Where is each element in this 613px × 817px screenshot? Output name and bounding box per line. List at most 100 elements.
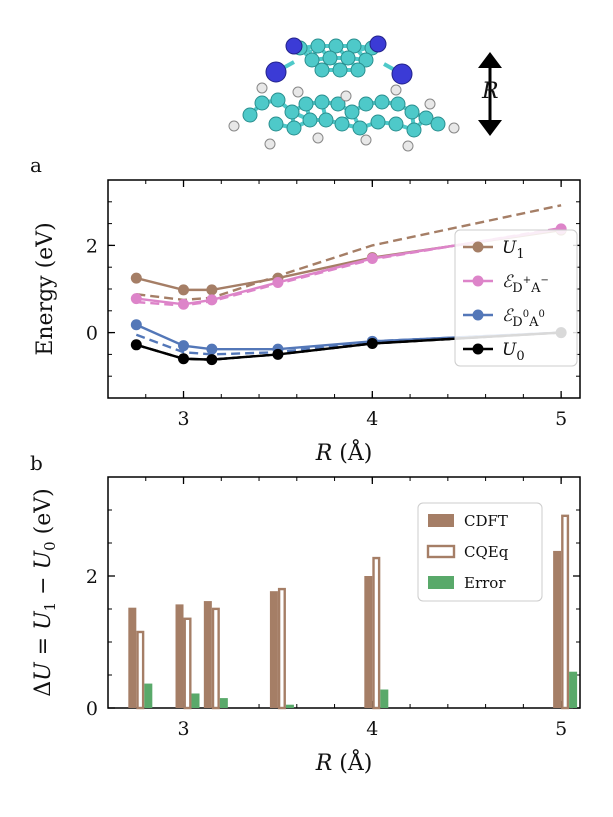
data-point	[178, 284, 190, 296]
molecule-illustration	[228, 35, 460, 152]
carbon-atom	[328, 38, 344, 54]
x-axis-label: R (Å)	[315, 438, 373, 466]
data-point	[130, 272, 142, 284]
carbon-atom	[350, 62, 366, 78]
legend-label: CQEq	[464, 543, 509, 561]
carbon-atom	[254, 95, 270, 111]
bar-cdft	[269, 591, 278, 708]
hydrogen-atom	[256, 82, 268, 94]
carbon-atom	[358, 52, 374, 68]
bar-error	[285, 704, 294, 708]
carbon-atom	[298, 96, 314, 112]
x-tick-label: 3	[177, 718, 189, 740]
hydrogen-atom	[264, 138, 276, 150]
carbon-atom	[302, 112, 318, 128]
data-point	[206, 354, 218, 366]
nitrogen-atom	[265, 61, 287, 83]
carbon-atom	[270, 92, 286, 108]
x-axis-label: R (Å)	[315, 748, 373, 776]
data-point	[366, 252, 378, 264]
hydrogen-atom	[292, 86, 304, 98]
carbon-atom	[304, 52, 320, 68]
carbon-atom	[390, 96, 406, 112]
bar-error	[569, 671, 578, 708]
panel-a-chart: 3 4 5 0 2 R (Å) Energy (eV) U1 ℰD+A− ℰD0A0 U0	[33, 179, 581, 466]
y-tick-label: 0	[86, 323, 98, 345]
carbon-atom	[430, 116, 446, 132]
legend-label: Error	[464, 574, 506, 592]
carbon-atom	[404, 104, 420, 120]
hydrogen-atom	[312, 132, 324, 144]
carbon-atom	[322, 50, 338, 66]
panel-b-label: b	[30, 451, 43, 475]
carbon-atom	[346, 38, 362, 54]
molecule-atoms	[228, 35, 460, 152]
series-line	[136, 227, 562, 306]
nitrogen-atom	[285, 37, 303, 55]
x-tick-label: 4	[366, 408, 378, 430]
nitrogen-atom	[369, 35, 387, 53]
carbon-atom	[284, 104, 300, 120]
data-point	[130, 293, 142, 305]
series-line	[135, 323, 562, 351]
hydrogen-atom	[360, 134, 372, 146]
data-point	[178, 353, 190, 365]
carbon-atom	[332, 62, 348, 78]
x-tick-label: 4	[366, 718, 378, 740]
data-point	[206, 294, 218, 306]
y-axis-label: Energy (eV)	[33, 222, 58, 355]
legend-label: CDFT	[464, 512, 508, 530]
legend-box	[454, 229, 578, 367]
carbon-atom	[352, 120, 368, 136]
carbon-atom	[358, 96, 374, 112]
bar-cqeq	[136, 630, 145, 710]
carbon-atom	[344, 104, 360, 120]
legend: CDFT CQEq Error	[417, 502, 543, 602]
legend-label: U0	[502, 340, 525, 364]
bar-cqeq	[183, 617, 192, 710]
bar-cqeq	[211, 607, 220, 710]
carbon-atom	[418, 110, 434, 126]
bar-error	[144, 683, 153, 708]
distance-arrow: R	[478, 52, 502, 136]
carbon-atom	[268, 116, 284, 132]
carbon-atom	[388, 116, 404, 132]
bar-cqeq	[372, 556, 381, 710]
data-point	[206, 284, 218, 296]
data-point	[366, 338, 378, 349]
data-point	[130, 339, 142, 351]
carbon-atom	[318, 112, 334, 128]
data-point	[178, 298, 190, 310]
legend: U1 ℰD+A− ℰD0A0 U0	[454, 229, 578, 367]
hydrogen-atom	[448, 122, 460, 134]
bar-cdft	[203, 601, 212, 708]
legend-swatch-marker	[472, 241, 484, 253]
hydrogen-atom	[402, 140, 414, 152]
bar-cdft	[364, 576, 373, 708]
legend-swatch	[428, 514, 454, 527]
hydrogen-atom	[390, 84, 402, 96]
legend-swatch	[426, 544, 456, 559]
carbon-atom	[406, 122, 422, 138]
bar-cqeq	[277, 587, 286, 710]
data-point	[130, 319, 142, 331]
panel-a-label: a	[30, 153, 42, 177]
x-tick-label: 3	[177, 408, 189, 430]
x-tick-label: 5	[555, 408, 567, 430]
legend-swatch-marker	[472, 343, 484, 355]
y-axis-label: ΔU = U1 − U0 (eV)	[31, 488, 59, 697]
legend-label: ℰD0A0	[502, 306, 545, 330]
data-point	[272, 348, 284, 360]
bar-cdft	[128, 607, 137, 708]
bar-error	[219, 698, 228, 708]
y-tick-label: 2	[86, 566, 98, 588]
carbon-atom	[286, 120, 302, 136]
carbon-atom	[314, 62, 330, 78]
carbon-atom	[314, 94, 330, 110]
bar-cqeq	[561, 514, 570, 710]
carbon-atom	[330, 96, 346, 112]
bar-error	[380, 689, 389, 708]
bar-cdft	[175, 604, 184, 708]
carbon-atom	[370, 114, 386, 130]
carbon-atom	[340, 50, 356, 66]
